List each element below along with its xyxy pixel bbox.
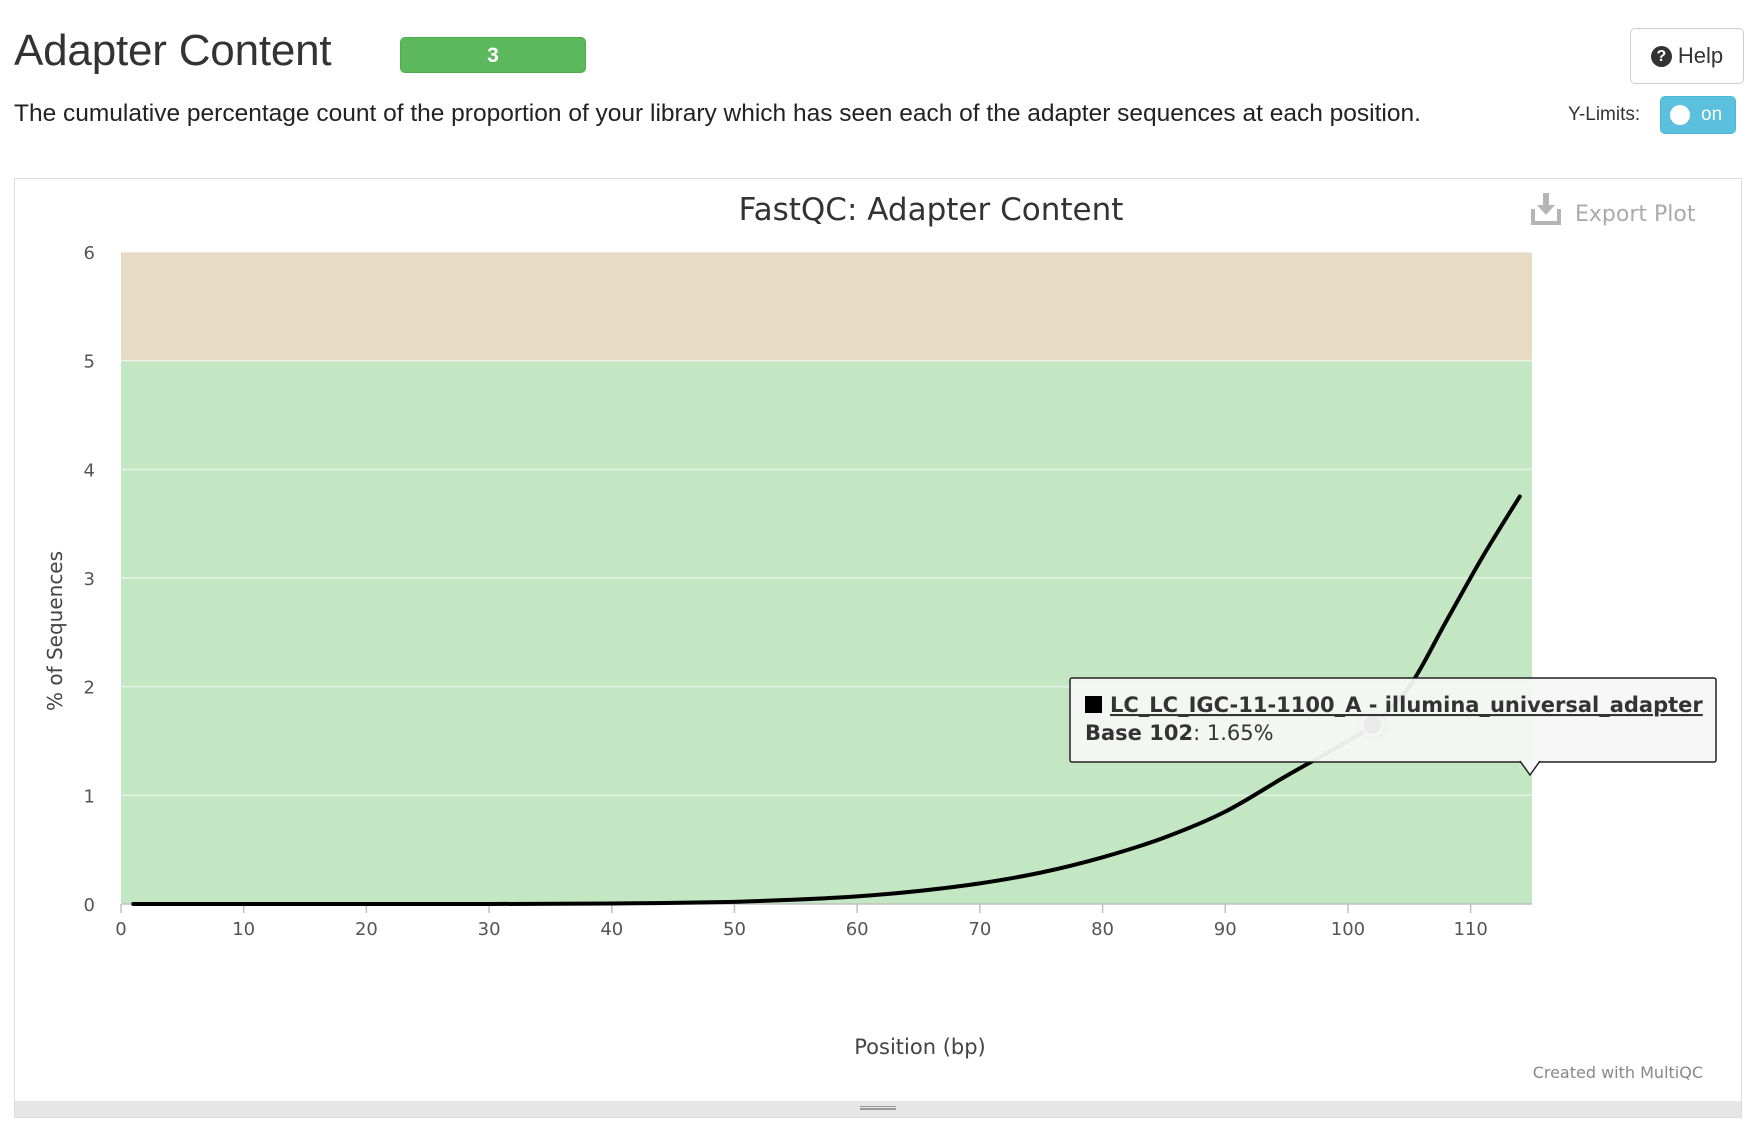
toggle-knob (1670, 105, 1690, 125)
data-point (132, 903, 135, 905)
data-point (733, 901, 736, 903)
download-icon (1531, 193, 1561, 225)
band-warn (121, 252, 1532, 361)
x-tick-label: 20 (355, 919, 378, 940)
data-point (488, 903, 490, 905)
chart-title: FastQC: Adapter Content (739, 192, 1124, 228)
data-point (610, 902, 613, 905)
y-tick-label: 3 (84, 569, 95, 590)
data-point (1101, 856, 1104, 859)
y-axis-label: % of Sequences (43, 551, 67, 711)
data-point (365, 903, 368, 905)
x-tick-label: 110 (1453, 919, 1487, 940)
export-plot-label: Export Plot (1575, 202, 1696, 227)
tooltip-point-label: Base 102 (1085, 721, 1193, 745)
export-plot-button[interactable]: Export Plot (1531, 193, 1696, 227)
y-limits-toggle[interactable]: on (1660, 96, 1736, 134)
data-point (795, 898, 797, 901)
tooltip-series-name: LC_LC_IGC-11-1100_A - illumina_universal… (1110, 693, 1703, 717)
y-tick-label: 4 (84, 460, 95, 481)
data-point (1445, 620, 1447, 623)
x-tick-label: 80 (1091, 919, 1114, 940)
data-point (1163, 836, 1165, 839)
data-point (1482, 555, 1484, 558)
plot-resize-handle[interactable] (15, 1101, 1741, 1117)
band-pass (121, 360, 1532, 904)
y-limits-label: Y-Limits: (1568, 104, 1641, 125)
x-tick-label: 90 (1214, 919, 1237, 940)
credit-label: Created with MultiQC (1533, 1063, 1703, 1082)
x-tick-label: 100 (1331, 919, 1365, 940)
data-point (242, 903, 245, 905)
page-title: Adapter Content (14, 26, 332, 75)
help-button-label: Help (1677, 43, 1724, 68)
data-point (1518, 495, 1521, 498)
x-tick-label: 50 (723, 919, 746, 940)
x-tick-label: 0 (115, 919, 126, 940)
toggle-label: on (1701, 104, 1723, 125)
data-point (856, 895, 858, 898)
help-button[interactable]: ? Help (1630, 28, 1744, 84)
plot-container: FastQC: Adapter Content Export Plot 0 1 2 3… (14, 178, 1742, 1118)
y-tick-label: 2 (84, 678, 95, 699)
tooltip-pointer (1519, 760, 1541, 777)
data-point (1285, 774, 1288, 777)
adapter-content-chart: FastQC: Adapter Content Export Plot 0 1 2 3… (43, 192, 1717, 1082)
y-tick-label: 6 (84, 243, 95, 264)
x-tick-label: 60 (846, 919, 869, 940)
tooltip: LC_LC_IGC-11-1100_A - illumina_universal… (1069, 677, 1717, 777)
x-tick-label: 30 (478, 919, 501, 940)
x-tick-label: 70 (968, 919, 991, 940)
x-tick-label: 40 (600, 919, 623, 940)
tooltip-series-swatch (1085, 696, 1102, 713)
y-tick-label: 5 (84, 352, 95, 373)
data-point (979, 882, 981, 885)
grip-lines-icon (860, 1106, 896, 1110)
x-tick-label: 10 (232, 919, 255, 940)
section-description: The cumulative percentage count of the p… (14, 100, 1421, 127)
tooltip-box (1069, 677, 1717, 763)
data-point (917, 890, 920, 892)
tooltip-point: Base 102: 1.65% (1085, 721, 1274, 745)
y-tick-label: 1 (84, 786, 95, 807)
data-point (1224, 810, 1227, 813)
data-point (672, 902, 674, 904)
x-axis-label: Position (bp) (854, 1035, 986, 1059)
question-circle-icon: ? (1650, 45, 1672, 67)
tooltip-point-value: : 1.65% (1193, 721, 1273, 745)
status-badge: 3 (400, 37, 586, 73)
y-tick-label: 0 (84, 895, 95, 916)
data-point (1040, 871, 1043, 874)
